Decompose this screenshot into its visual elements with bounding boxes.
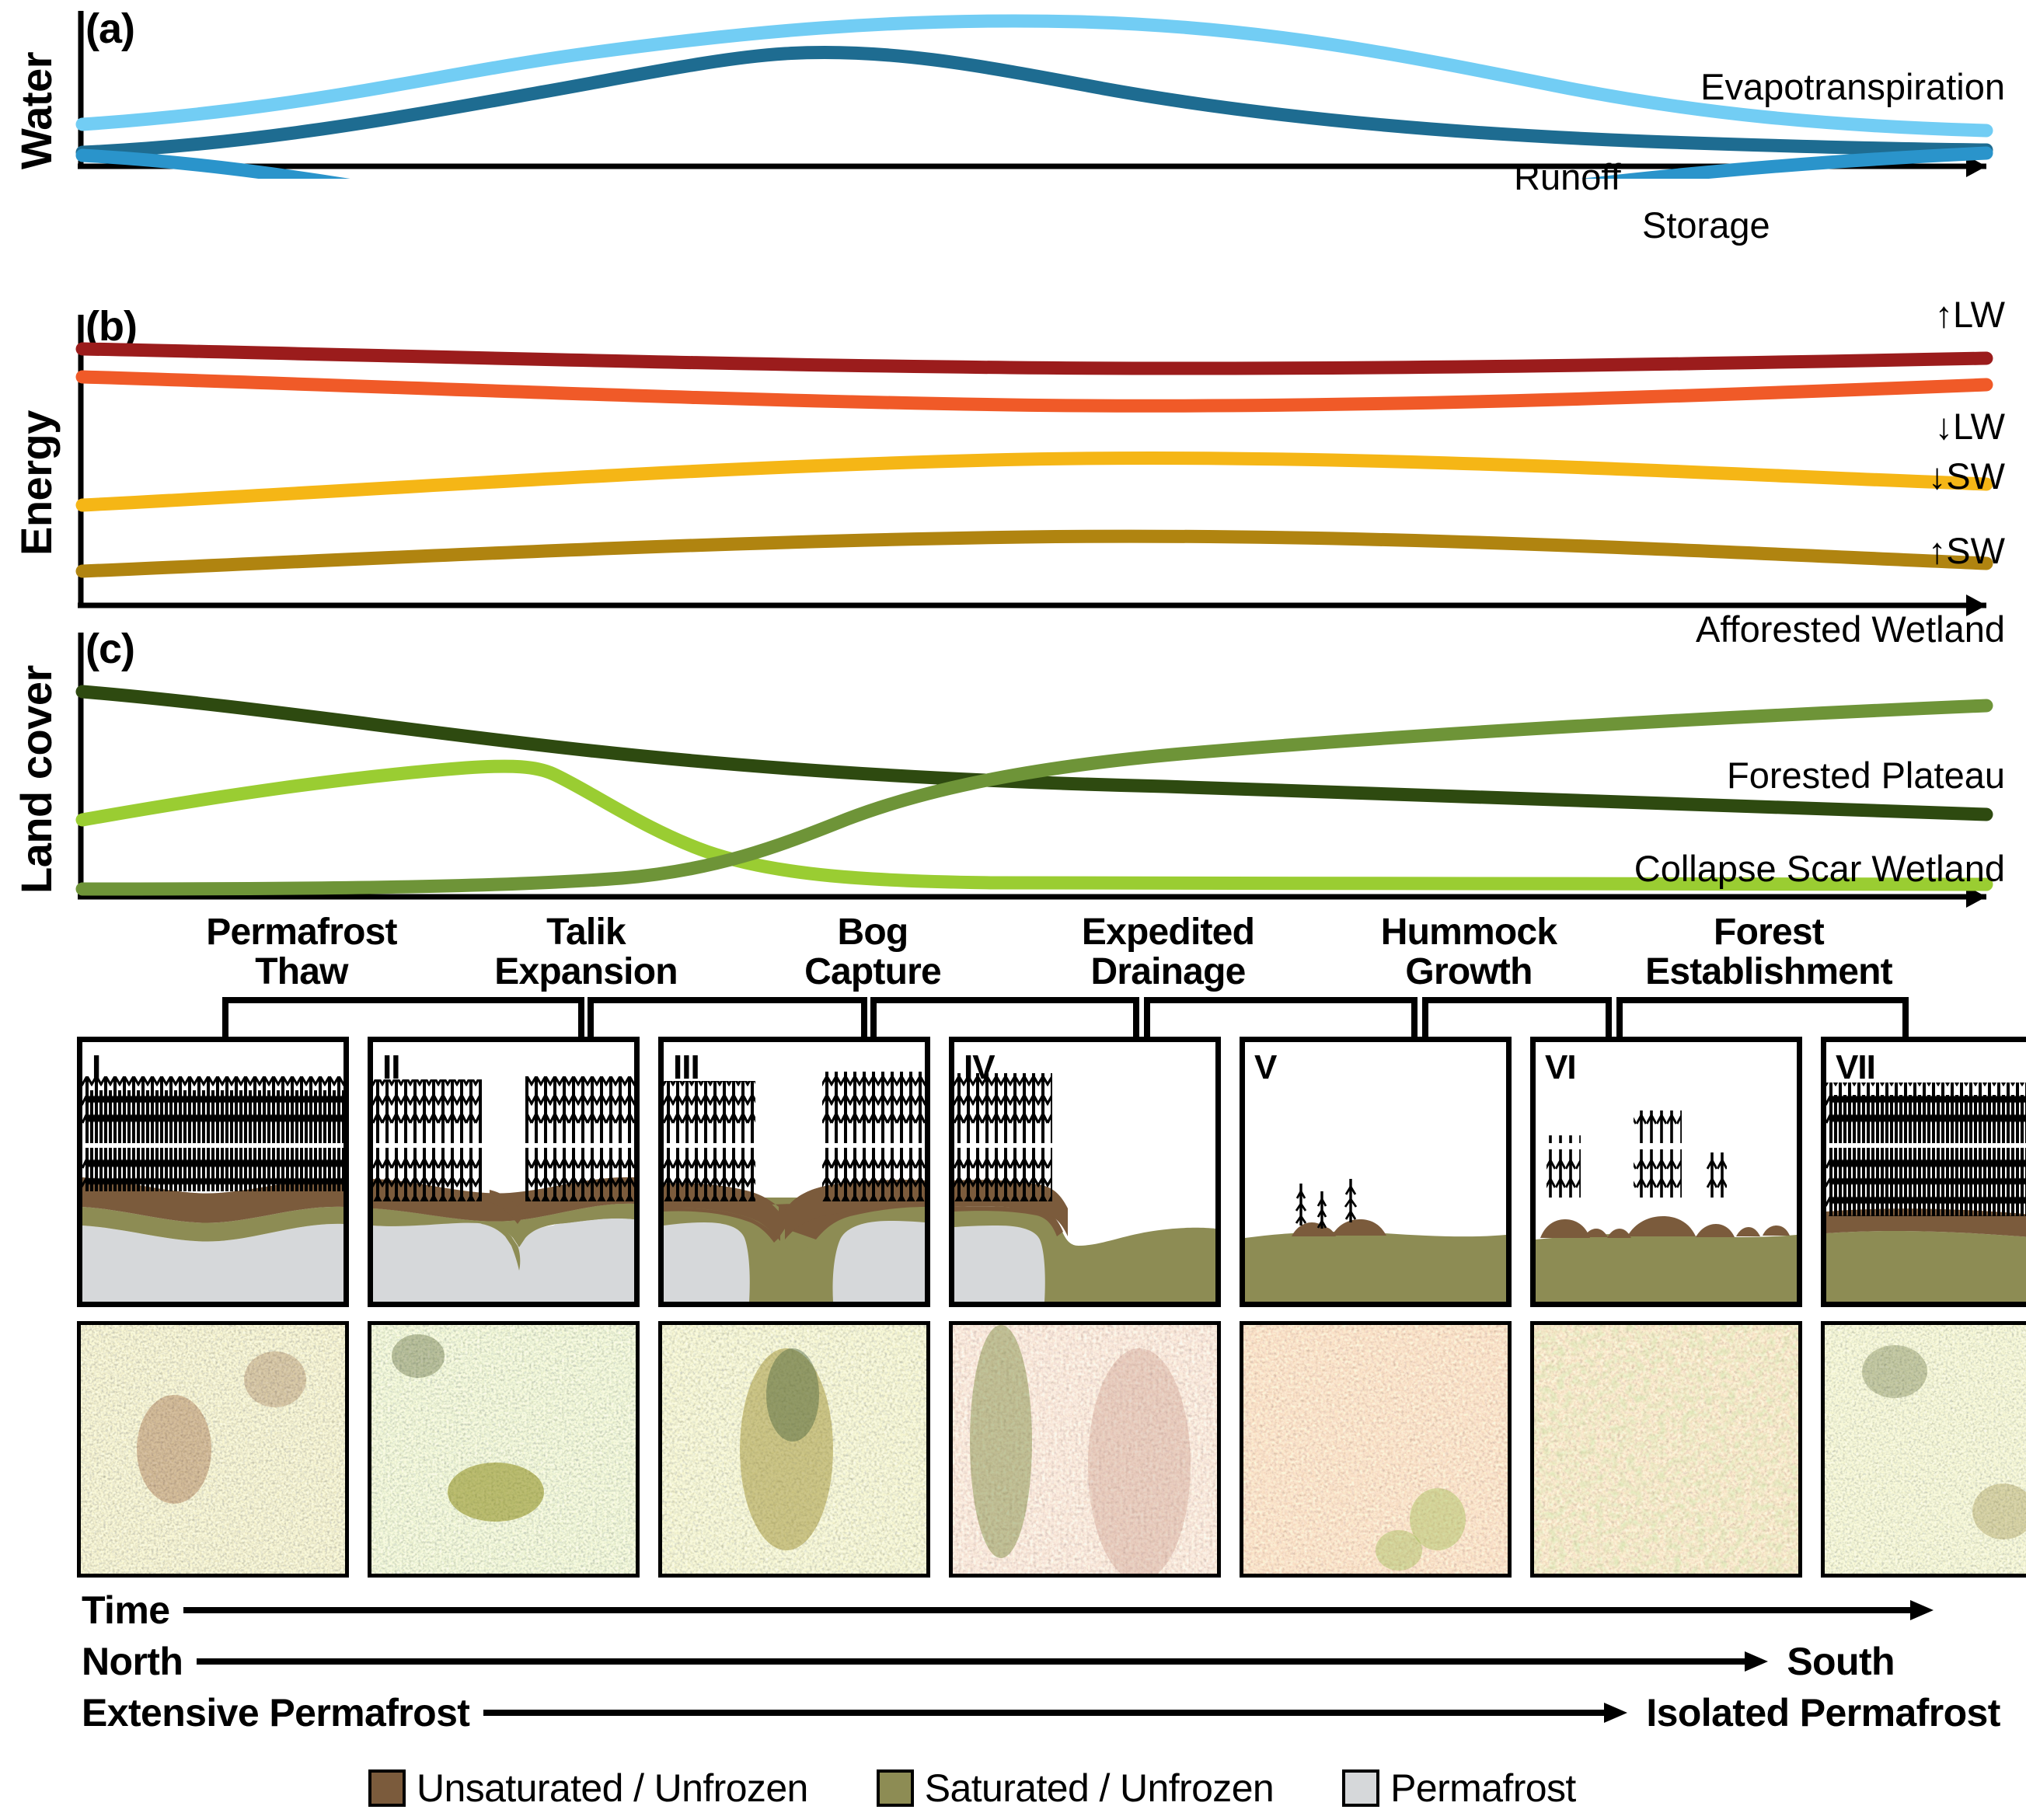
- curve-label-up-sw: ↑SW: [1927, 530, 2005, 571]
- stage-title-line2: Capture: [804, 950, 942, 992]
- curve-label-runoff: Runoff: [1514, 156, 1621, 197]
- aerial-photo-vi[interactable]: [1530, 1321, 1802, 1578]
- stage-title-permafrost-thaw: Permafrost Thaw: [154, 912, 449, 992]
- axis-south-label: South: [1787, 1640, 1895, 1683]
- panel-energy: Energy (b) ↑LW ↓LW ↓SW ↑SW: [0, 294, 2026, 618]
- panel-land-cover: Land cover (c) Afforested Wetland Forest…: [0, 608, 2026, 909]
- axis-permafrost-arrow: [483, 1703, 1628, 1723]
- panel-letter-b: (b): [85, 303, 138, 350]
- cross-section-numeral: IV: [964, 1048, 996, 1086]
- aerial-photo-vii[interactable]: [1821, 1321, 2026, 1578]
- curve-label-evapotranspiration: Evapotranspiration: [1700, 66, 2005, 107]
- stage-title-line2: Expansion: [494, 950, 678, 992]
- cross-section-numeral: V: [1254, 1048, 1277, 1086]
- aerial-photo-art: [371, 1325, 636, 1574]
- cross-section-panel-v[interactable]: V: [1240, 1037, 1512, 1307]
- curve-label-down-lw: ↓LW: [1934, 406, 2005, 447]
- axis-extensive-permafrost-label: Extensive Permafrost: [82, 1691, 470, 1735]
- axis-permafrost-extent: Extensive Permafrost Isolated Permafrost: [82, 1691, 2000, 1735]
- soil-legend: Unsaturated / Unfrozen Saturated / Unfro…: [368, 1766, 1576, 1811]
- aerial-photo-art: [1243, 1325, 1508, 1574]
- stage-title-line1: Forest: [1714, 912, 1825, 953]
- cross-section-numeral: VII: [1836, 1048, 1876, 1086]
- legend-label-unsaturated: Unsaturated / Unfrozen: [417, 1766, 808, 1810]
- aerial-photo-art: [1825, 1325, 2026, 1574]
- cross-section-numeral: III: [673, 1048, 700, 1086]
- landcover-curves-svg: [75, 633, 1993, 908]
- axis-north-label: North: [82, 1640, 183, 1683]
- stage-title-line1: Expedited: [1081, 912, 1255, 953]
- legend-item-saturated: Saturated / Unfrozen: [876, 1766, 1275, 1811]
- stage-title-line2: Thaw: [255, 950, 348, 992]
- energy-curves-svg: [75, 315, 1993, 616]
- cross-section-art-ii: [373, 1042, 634, 1302]
- axis-isolated-permafrost-label: Isolated Permafrost: [1646, 1691, 2000, 1735]
- aerial-photo-iii[interactable]: [658, 1321, 930, 1578]
- aerial-photo-i[interactable]: [77, 1321, 349, 1578]
- cross-section-panel-iv[interactable]: IV: [949, 1037, 1221, 1307]
- stage-title-line2: Establishment: [1645, 950, 1892, 992]
- cross-section-art-vii: [1826, 1042, 2026, 1302]
- cross-section-panel-ii[interactable]: II: [368, 1037, 640, 1307]
- curve-label-forested-plateau: Forested Plateau: [1727, 755, 2005, 796]
- curve-label-collapse-scar-wetland: Collapse Scar Wetland: [1634, 848, 2005, 889]
- stage-title-expedited-drainage: Expedited Drainage: [1005, 912, 1331, 992]
- stage-title-line2: Drainage: [1090, 950, 1246, 992]
- panel-letter-a: (a): [85, 5, 135, 52]
- legend-swatch-permafrost: [1342, 1769, 1380, 1807]
- aerial-photo-iv[interactable]: [949, 1321, 1221, 1578]
- stage-title-line1: Hummock: [1380, 912, 1557, 953]
- aerial-photo-art: [81, 1325, 345, 1574]
- legend-item-unsaturated: Unsaturated / Unfrozen: [368, 1766, 808, 1811]
- cross-section-panel-vii[interactable]: VII: [1821, 1037, 2026, 1307]
- cross-section-numeral: II: [382, 1048, 400, 1086]
- axis-time-arrow: [183, 1600, 1934, 1620]
- aerial-photo-art: [662, 1325, 926, 1574]
- stage-title-forest-establishment: Forest Establishment: [1582, 912, 1955, 992]
- aerial-photo-v[interactable]: [1240, 1321, 1512, 1578]
- water-curves-svg: [75, 11, 1993, 179]
- aerial-photo-art: [953, 1325, 1217, 1574]
- stage-title-line1: Talik: [546, 912, 626, 953]
- stage-title-talik-expansion: Talik Expansion: [438, 912, 734, 992]
- panel-letter-c: (c): [85, 626, 135, 672]
- stage-title-bog-capture: Bog Capture: [725, 912, 1020, 992]
- cross-section-panel-i[interactable]: I: [77, 1037, 349, 1307]
- legend-label-saturated: Saturated / Unfrozen: [924, 1766, 1275, 1810]
- cross-section-art-vi: [1536, 1042, 1797, 1302]
- stage-title-line2: Growth: [1405, 950, 1533, 992]
- cross-section-panel-vi[interactable]: VI: [1530, 1037, 1802, 1307]
- curve-label-storage: Storage: [1642, 204, 1770, 246]
- aerial-photo-ii[interactable]: [368, 1321, 640, 1578]
- axis-time: Time: [82, 1588, 1940, 1632]
- aerial-photo-art: [1534, 1325, 1798, 1574]
- cross-section-numeral: VI: [1545, 1048, 1577, 1086]
- cross-section-art-v: [1245, 1042, 1506, 1302]
- axis-north-south: North South: [82, 1640, 1895, 1683]
- curve-label-down-sw: ↓SW: [1927, 455, 2005, 497]
- cross-section-panel-iii[interactable]: III: [658, 1037, 930, 1307]
- axis-time-label-left: Time: [82, 1588, 170, 1632]
- cross-section-numeral: I: [92, 1048, 101, 1086]
- curve-label-afforested-wetland: Afforested Wetland: [1695, 608, 2005, 650]
- curve-label-up-lw: ↑LW: [1934, 294, 2005, 335]
- cross-section-art-iii: [664, 1042, 925, 1302]
- legend-item-permafrost: Permafrost: [1342, 1766, 1576, 1811]
- legend-label-permafrost: Permafrost: [1390, 1766, 1576, 1810]
- stage-title-line1: Permafrost: [206, 912, 397, 953]
- cross-section-art-i: [82, 1042, 343, 1302]
- stage-title-hummock-growth: Hummock Growth: [1313, 912, 1624, 992]
- stage-title-line1: Bog: [837, 912, 909, 953]
- axis-north-south-arrow: [197, 1651, 1769, 1672]
- legend-swatch-unsaturated: [368, 1769, 406, 1807]
- stage-brackets: [222, 997, 1909, 1042]
- legend-swatch-saturated: [876, 1769, 914, 1807]
- panel-water: Water (a) Evapotranspiration Runoff Stor…: [0, 0, 2026, 246]
- cross-section-art-iv: [954, 1042, 1215, 1302]
